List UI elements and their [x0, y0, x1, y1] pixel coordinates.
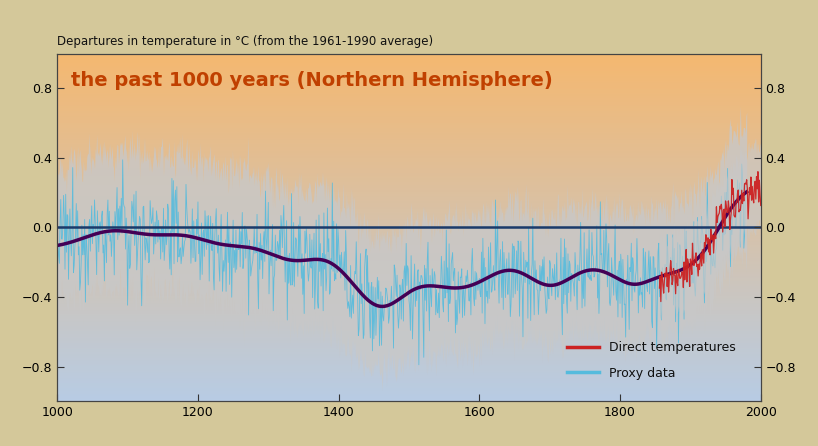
Legend: Direct temperatures, Proxy data: Direct temperatures, Proxy data — [563, 336, 740, 385]
Text: Departures in temperature in °C (from the 1961-1990 average): Departures in temperature in °C (from th… — [57, 35, 434, 48]
Text: the past 1000 years (Northern Hemisphere): the past 1000 years (Northern Hemisphere… — [71, 71, 553, 90]
